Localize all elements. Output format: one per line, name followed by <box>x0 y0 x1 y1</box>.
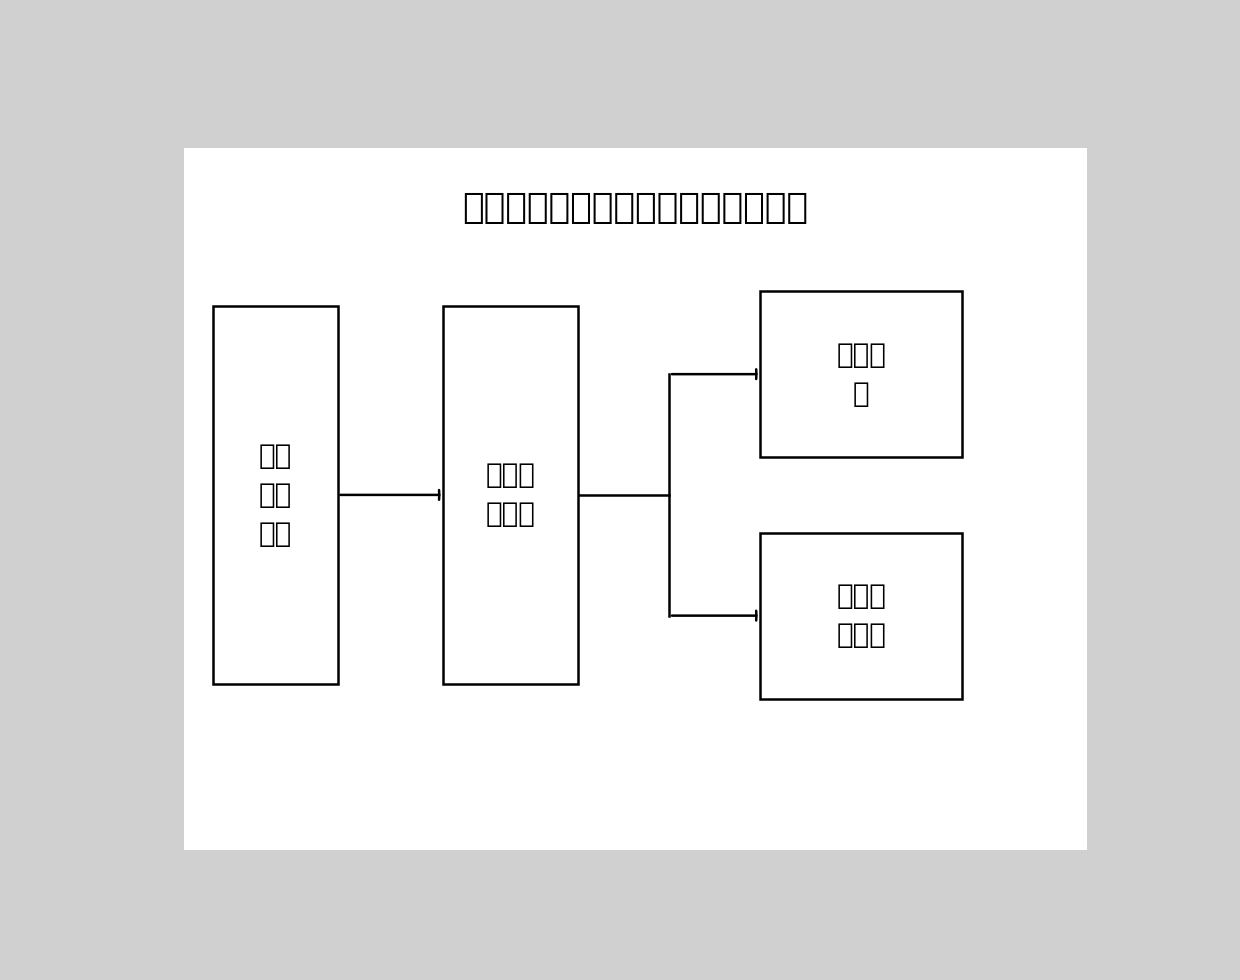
Text: 医用内窥镜人工智能系统的硬件架构: 医用内窥镜人工智能系统的硬件架构 <box>463 191 808 225</box>
Text: 视像
采集
模块: 视像 采集 模块 <box>258 442 291 548</box>
Text: 存储模
块: 存储模 块 <box>837 341 887 408</box>
Text: 数据处
理模块: 数据处 理模块 <box>486 462 536 528</box>
Bar <box>213 306 337 684</box>
Bar <box>760 291 962 457</box>
Bar <box>760 532 962 699</box>
Text: 远程通
信模块: 远程通 信模块 <box>837 582 887 649</box>
Bar <box>444 306 578 684</box>
